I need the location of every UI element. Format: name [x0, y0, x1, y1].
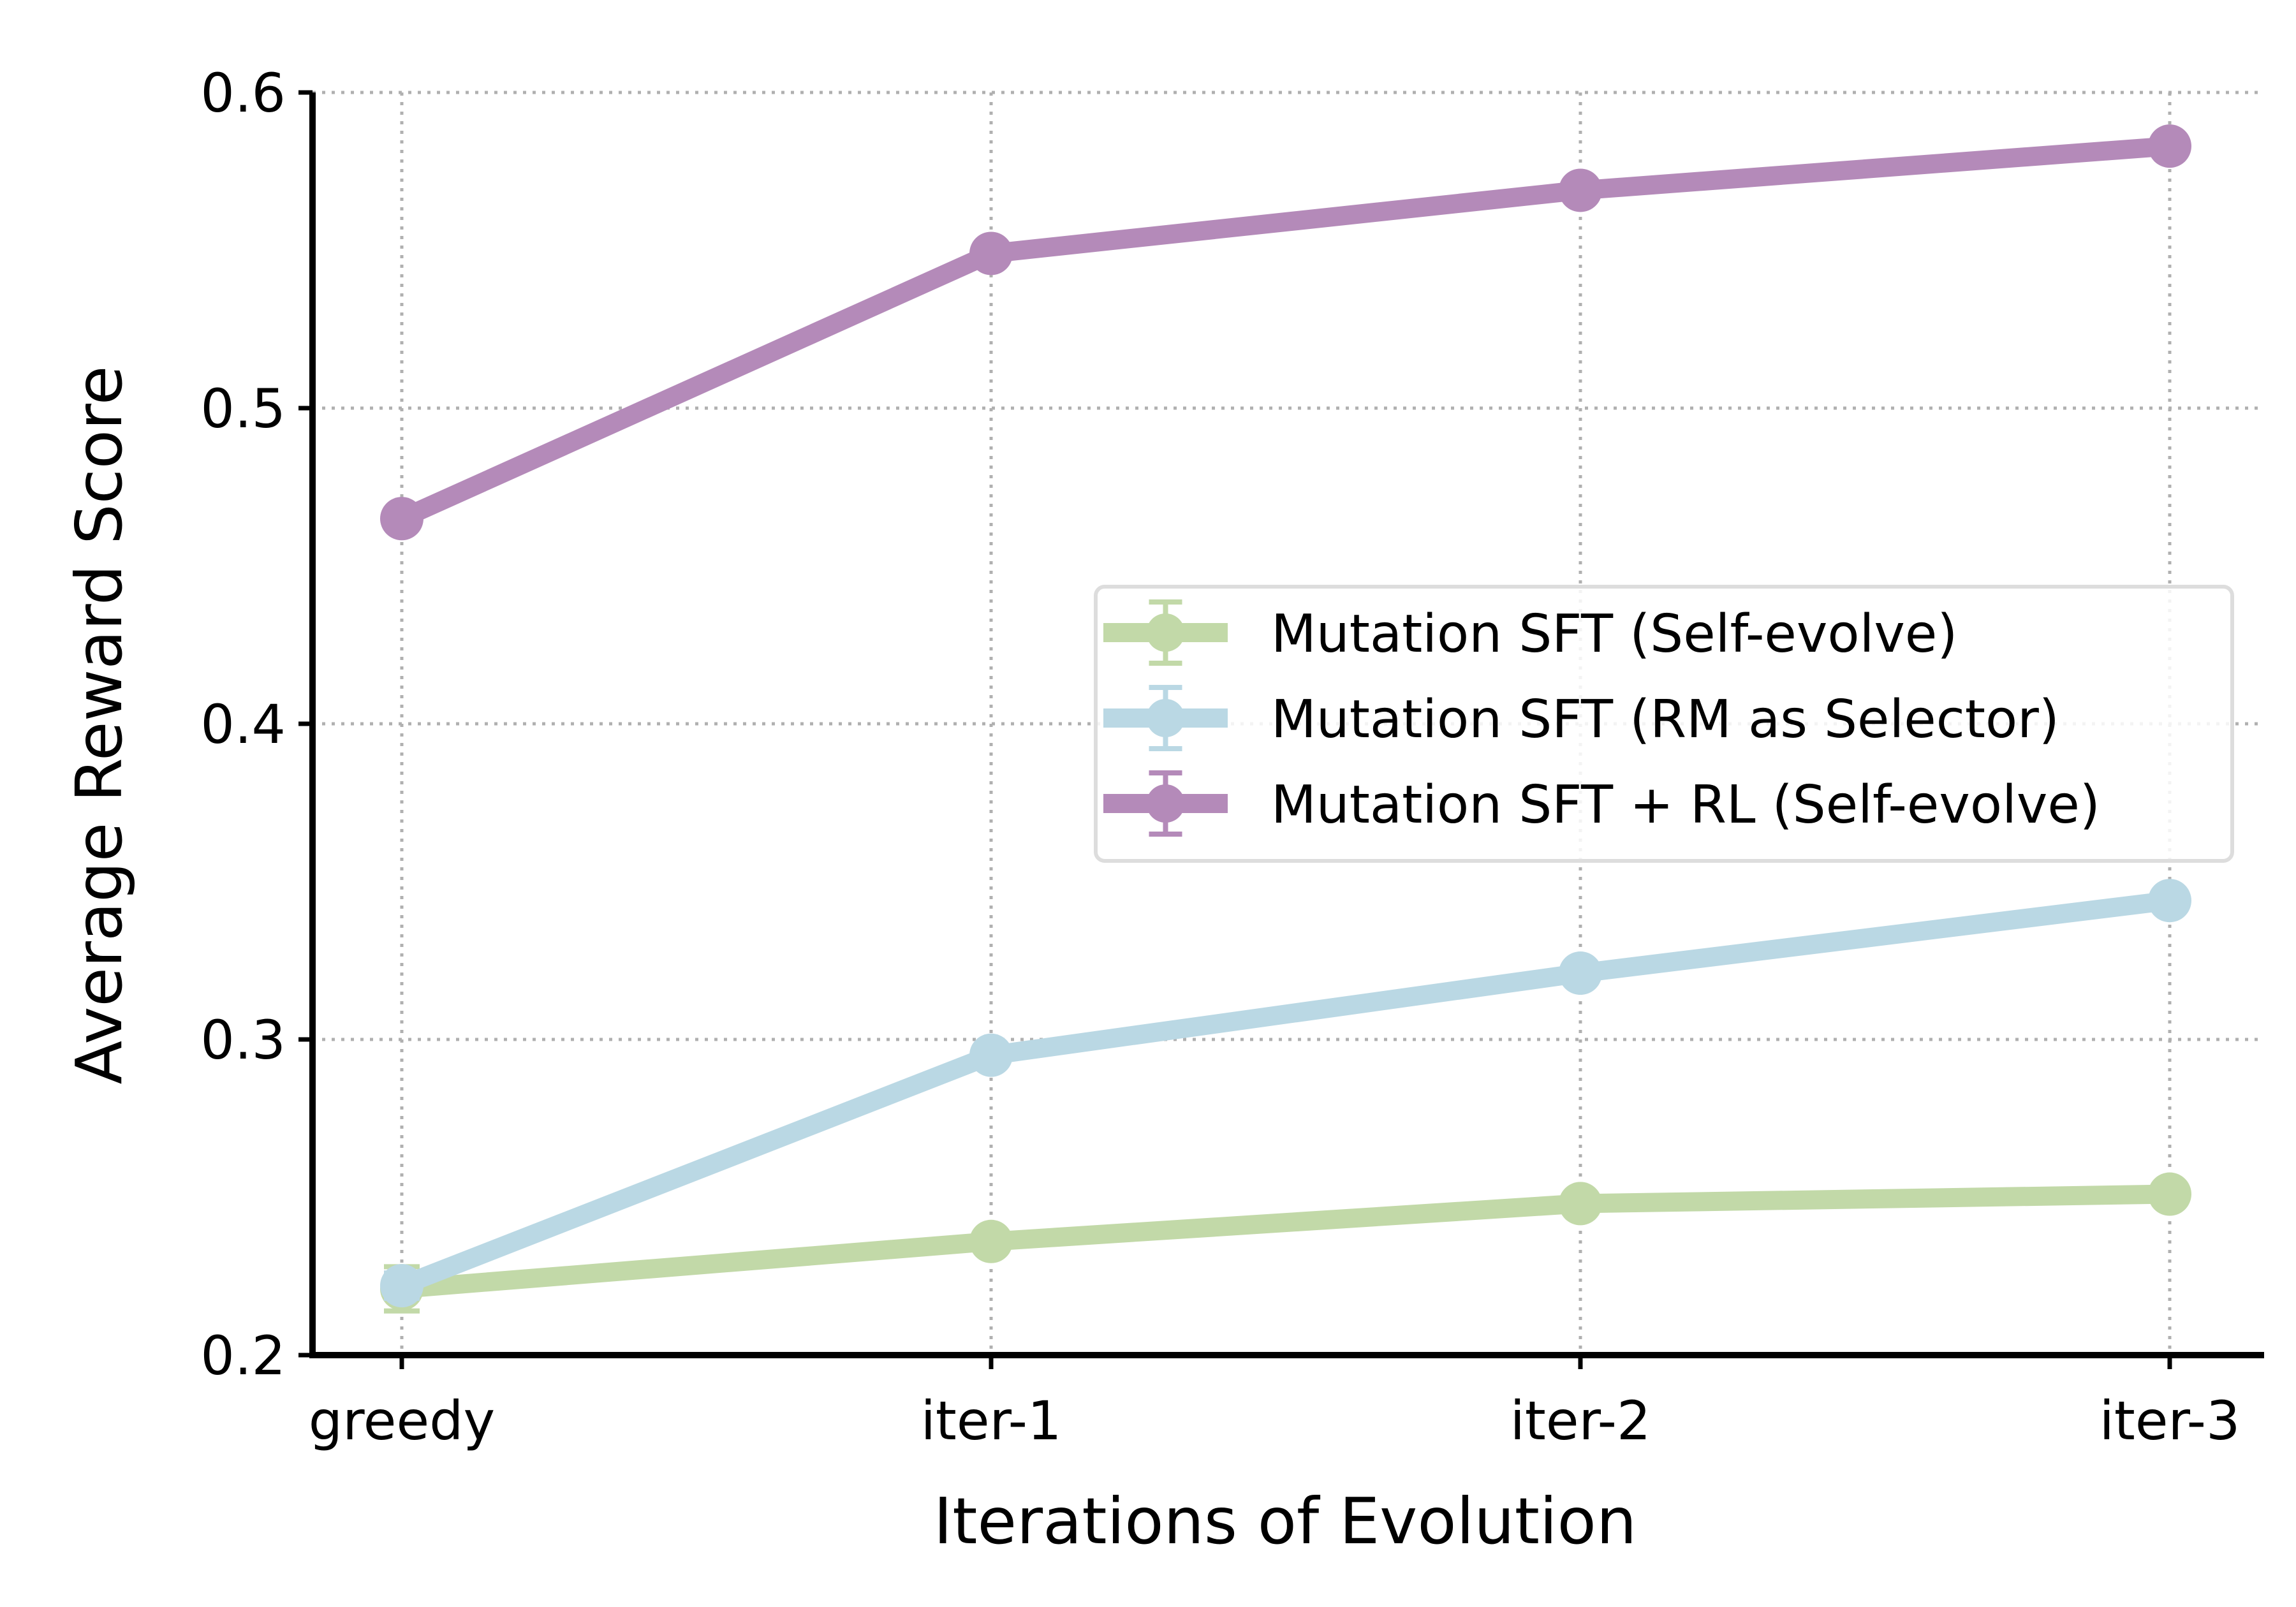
data-point [969, 231, 1013, 275]
legend-frame [1094, 585, 2234, 863]
data-point [1559, 1182, 1602, 1226]
series-3 [380, 124, 2191, 541]
data-point [2148, 879, 2191, 923]
legend-swatch-marker [1146, 613, 1185, 652]
series-2 [380, 879, 2191, 1308]
y-tick-label: 0.6 [200, 62, 286, 124]
legend-swatch-marker [1146, 699, 1185, 737]
x-tick-label: greedy [309, 1390, 495, 1452]
x-tick-label: iter-1 [921, 1390, 1062, 1452]
series-line [392, 891, 2179, 1296]
series-line [392, 1184, 2179, 1299]
y-tick-label: 0.4 [200, 693, 286, 756]
x-tick-label: iter-2 [1510, 1390, 1651, 1452]
data-point [380, 497, 423, 541]
data-point [2148, 124, 2191, 168]
data-point [1559, 168, 1602, 212]
y-tick-label: 0.3 [200, 1009, 286, 1071]
series-line [392, 136, 2179, 529]
legend-label: Mutation SFT (RM as Selector) [1271, 689, 2059, 750]
y-tick-label: 0.5 [200, 378, 286, 440]
data-point [1559, 951, 1602, 995]
y-axis-label: Average Reward Score [62, 366, 136, 1085]
legend-swatch-marker [1146, 784, 1185, 823]
legend-label: Mutation SFT + RL (Self-evolve) [1271, 775, 2100, 835]
series-layer [380, 124, 2191, 1314]
legend: Mutation SFT (Self-evolve) Mutation SFT (… [1094, 585, 2234, 863]
legend-label: Mutation SFT (Self-evolve) [1271, 604, 1957, 664]
y-tick-label: 0.2 [200, 1324, 286, 1387]
data-point [380, 1264, 423, 1308]
x-tick-label: iter-3 [2100, 1390, 2241, 1452]
ticks-layer: 0.2 0.3 0.4 0.5 0.6 greedy iter-1 iter-2 iter-3 [200, 62, 2240, 1452]
x-axis-label: Iterations of Evolution [934, 1484, 1637, 1559]
data-point [969, 1219, 1013, 1263]
data-point [969, 1033, 1013, 1077]
data-point [2148, 1172, 2191, 1216]
